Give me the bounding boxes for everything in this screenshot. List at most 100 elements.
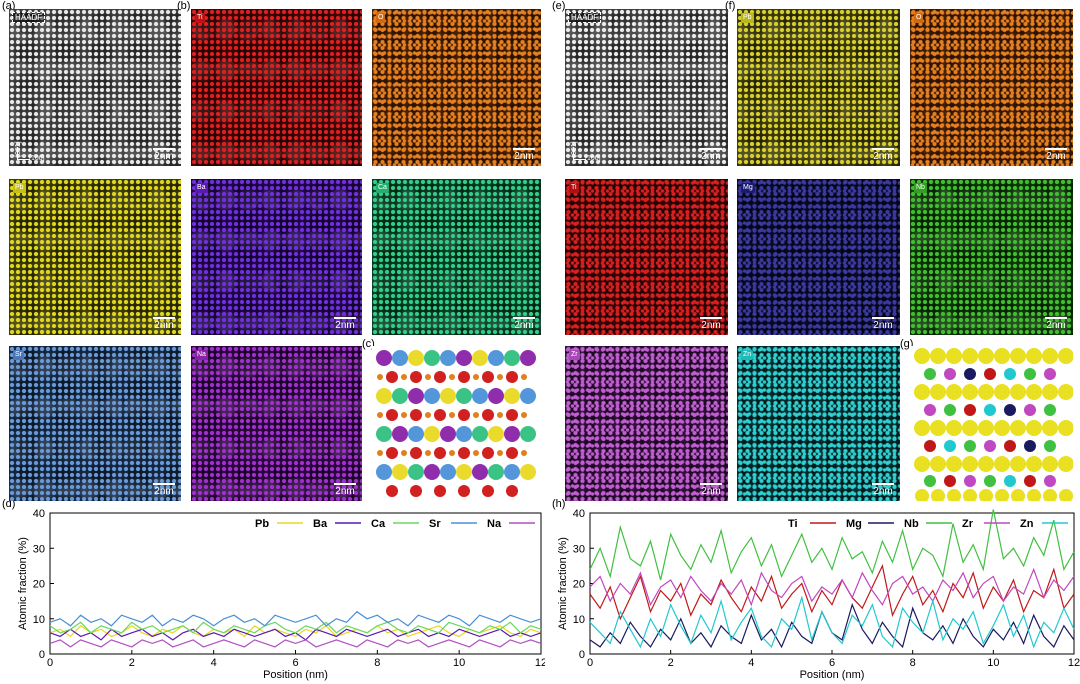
x-tick-label: 12 — [535, 657, 545, 669]
panel-label-c: (c) — [362, 338, 375, 350]
crystal-model-right-svg — [914, 348, 1074, 503]
legend-label-na: Na — [487, 518, 502, 530]
eds-map-right-mg: Mg 2nm — [737, 179, 900, 335]
y-tick-label: 0 — [39, 649, 45, 661]
eds-map-right-nb: Nb 2nm — [910, 179, 1073, 335]
series-line-ti — [589, 564, 1075, 621]
x-tick-label: 10 — [987, 657, 999, 669]
scale-bar: 2nm — [513, 148, 535, 162]
y-tick-label: 40 — [573, 508, 585, 520]
scale-bar: 2nm — [872, 317, 894, 331]
scale-bar: 2nm — [872, 148, 894, 162]
x-tick-label: 4 — [211, 657, 217, 669]
y-tick-label: 10 — [573, 614, 585, 626]
eds-map-left-o: O 2nm — [372, 9, 541, 166]
x-tick-label: 10 — [453, 657, 465, 669]
series-line-ca — [49, 621, 542, 634]
legend-label-pb: Pb — [255, 518, 269, 530]
element-tag: Pb — [13, 183, 26, 193]
scale-label: 2nm — [514, 151, 534, 162]
element-tag: Sr — [13, 350, 24, 360]
x-tick-label: 4 — [748, 657, 754, 669]
x-tick-label: 2 — [129, 657, 135, 669]
eds-map-left-ba: Ba 2nm — [191, 179, 362, 335]
haadf-image-right: HAADF [001] [100] 2nm — [565, 9, 728, 166]
panel-label-f: (f) — [725, 0, 736, 12]
zone-axis-indicator-right: [001] [100] — [571, 141, 601, 162]
element-tag: Ti — [195, 13, 205, 23]
x-tick-label: 12 — [1068, 657, 1080, 669]
scale-bar: 2nm — [513, 317, 535, 331]
axis-arrows-right — [573, 147, 586, 160]
element-tag: Ti — [569, 183, 579, 193]
legend-label-mg: Mg — [846, 518, 862, 530]
eds-map-right-ti: Ti 2nm — [565, 179, 728, 335]
scale-bar: 2nm — [334, 483, 356, 497]
scale-bar: 2nm — [700, 483, 722, 497]
element-tag: Na — [195, 350, 208, 360]
eds-map-right-pb: Pb 2nm — [737, 9, 900, 166]
y-tick-label: 0 — [579, 649, 585, 661]
scale-label: 2nm — [873, 151, 893, 162]
scale-label: 2nm — [154, 151, 174, 162]
crystal-atoms-left — [376, 350, 536, 497]
eds-map-right-o: O 2nm — [910, 9, 1073, 166]
scale-bar-right-haadf: 2nm — [700, 148, 722, 162]
crystal-structure-right — [910, 346, 1074, 503]
x-tick-label: 0 — [587, 657, 593, 669]
eds-map-left-na: Na 2nm — [191, 346, 362, 501]
scale-label: 2nm — [335, 486, 355, 497]
scale-label: 2nm — [335, 320, 355, 331]
legend-label-ca: Ca — [371, 518, 386, 530]
eds-map-right-zn: Zn 2nm — [737, 346, 900, 501]
legend-label-ti: Ti — [788, 518, 798, 530]
axis-arrows-left — [17, 147, 30, 160]
scale-bar: 2nm — [153, 483, 175, 497]
scale-label: 2nm — [1046, 151, 1066, 162]
y-tick-label: 20 — [573, 579, 585, 591]
scale-bar: 2nm — [700, 317, 722, 331]
y-tick-label: 20 — [33, 579, 45, 591]
scale-bar: 2nm — [872, 483, 894, 497]
x-axis-label: Position (nm) — [800, 669, 865, 681]
scale-label: 2nm — [154, 320, 174, 331]
element-tag: Nb — [914, 183, 927, 193]
series-line-pb — [49, 625, 542, 638]
legend-label-nb: Nb — [904, 518, 919, 530]
y-axis-label: Atomic fraction (%) — [557, 537, 569, 630]
zone-axis-bottom-left: [100] — [29, 155, 45, 162]
eds-map-left-pb: Pb 2nm — [9, 179, 181, 335]
y-tick-label: 30 — [33, 543, 45, 555]
x-tick-label: 6 — [829, 657, 835, 669]
element-tag: Pb — [741, 13, 754, 23]
x-axis-label: Position (nm) — [263, 669, 328, 681]
line-chart-d: 0 2 4 6 8 10 12 0 10 20 30 40 Position (nm) Atomic fr… — [17, 508, 545, 681]
haadf-tag-right: HAADF — [568, 12, 602, 23]
scale-bar: 2nm — [1045, 148, 1067, 162]
scale-label: 2nm — [1046, 320, 1066, 331]
scale-label: 2nm — [514, 320, 534, 331]
scale-bar-left-haadf: 2nm — [153, 148, 175, 162]
scale-label: 2nm — [701, 151, 721, 162]
series-line-sr — [49, 610, 542, 627]
x-tick-label: 0 — [47, 657, 53, 669]
eds-map-left-ca: Ca 2nm — [372, 179, 541, 335]
x-tick-label: 6 — [292, 657, 298, 669]
crystal-atoms-right — [914, 348, 1074, 503]
zone-axis-bottom-right: [100] — [585, 155, 601, 162]
x-tick-label: 8 — [910, 657, 916, 669]
eds-map-left-ti: Ti — [191, 9, 362, 166]
panel-label-e: (e) — [552, 0, 566, 12]
zone-axis-indicator-left: [001] [100] — [15, 141, 45, 162]
y-axis-label: Atomic fraction (%) — [17, 537, 29, 630]
scale-label: 2nm — [701, 320, 721, 331]
zone-axis-top-right: [001] — [571, 141, 578, 157]
legend-label-zr: Zr — [962, 518, 974, 530]
line-chart-h: 0 2 4 6 8 10 12 0 10 20 30 40 Position (nm) Atomic fr… — [557, 508, 1080, 681]
element-tag: Ca — [376, 183, 389, 193]
x-tick-label: 2 — [668, 657, 674, 669]
scale-label: 2nm — [873, 320, 893, 331]
scale-label: 2nm — [701, 486, 721, 497]
y-tick-label: 40 — [33, 508, 45, 520]
element-tag: Zr — [569, 350, 580, 360]
